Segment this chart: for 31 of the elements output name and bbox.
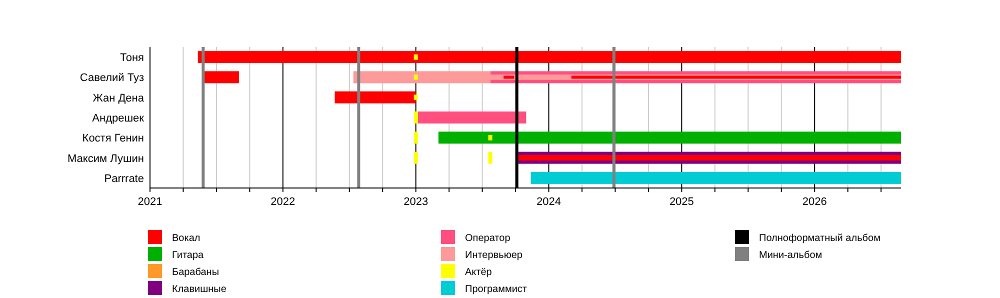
bar	[198, 51, 901, 64]
y-tick-label: Parrrate	[104, 172, 144, 185]
x-tick-label: 2025	[669, 196, 694, 208]
legend-label: Программист	[465, 284, 528, 295]
y-tick-label: Жан Дена	[92, 92, 145, 104]
bar	[530, 172, 901, 184]
y-tick-label: Тоня	[120, 52, 144, 64]
legend-label: Клавишные	[172, 284, 227, 295]
bar	[418, 112, 526, 124]
x-tick-label: 2024	[536, 196, 562, 208]
x-tick-label: 2023	[404, 196, 428, 208]
legend-label: Оператор	[465, 233, 511, 244]
legend-label: Вокал	[172, 233, 200, 244]
x-tick-label: 2021	[138, 196, 162, 208]
y-tick-label: Максим Лушин	[68, 152, 144, 165]
bar	[504, 76, 514, 79]
legend-label: Гитара	[172, 250, 204, 261]
x-tick-label: 2026	[802, 196, 827, 208]
y-tick-label: Савелий Туз	[80, 72, 144, 84]
y-tick-label: Костя Генин	[82, 132, 144, 145]
bar	[204, 71, 240, 84]
legend-label: Барабаны	[172, 267, 220, 278]
legend-label: Актёр	[465, 267, 492, 278]
legend-label: Мини-альбом	[759, 250, 822, 261]
bar	[438, 132, 901, 144]
y-tick-label: Андрешек	[92, 112, 144, 124]
bar	[571, 76, 901, 79]
x-tick-label: 2022	[270, 196, 296, 208]
bar	[334, 91, 416, 104]
legend-label: Полноформатный альбом	[759, 233, 881, 244]
legend-label: Интервьюер	[465, 250, 523, 261]
